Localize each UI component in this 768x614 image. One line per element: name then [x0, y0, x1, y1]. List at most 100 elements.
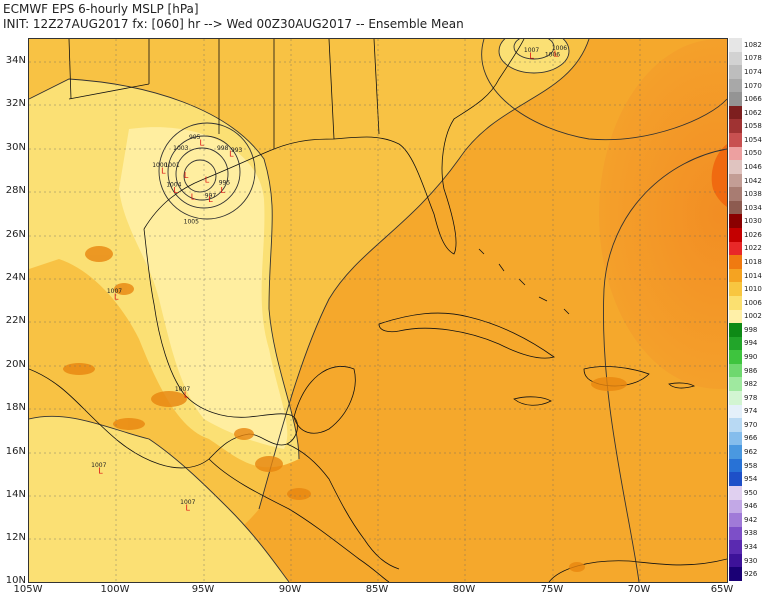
lat-tick: 24N	[5, 272, 26, 283]
legend-level: 1058	[744, 122, 762, 131]
legend-swatch	[729, 255, 742, 270]
legend-level: 1078	[744, 54, 762, 63]
lon-tick: 85W	[365, 584, 389, 595]
lon-tick: 90W	[278, 584, 302, 595]
lon-tick: 75W	[540, 584, 564, 595]
map-title: ECMWF EPS 6-hourly MSLP [hPa]	[3, 2, 199, 16]
legend-level: 1038	[744, 190, 762, 199]
isobars	[29, 39, 727, 582]
legend-level: 978	[744, 393, 758, 402]
legend-level: 966	[744, 434, 758, 443]
legend-level: 1014	[744, 271, 762, 280]
isobar-label: 1005	[184, 219, 199, 226]
legend-swatch	[729, 513, 742, 528]
low-pressure-marker: L	[191, 193, 196, 202]
field-high	[599, 39, 727, 389]
lat-tick: 16N	[5, 446, 26, 457]
low-pressure-marker: L	[184, 390, 189, 399]
low-pressure-marker: L	[114, 293, 119, 302]
isobar-label: 1003	[173, 145, 188, 152]
legend-level: 946	[744, 502, 758, 511]
lat-tick: 22N	[5, 315, 26, 326]
legend-level: 954	[744, 475, 758, 484]
coastlines	[29, 39, 727, 582]
low-pressure-marker: L	[220, 186, 225, 195]
legend-level: 930	[744, 556, 758, 565]
pressure-map: 1007 1006 1006 995 1003 998 993 1000 1001 1004 997…	[28, 38, 728, 583]
legend-level: 1082	[744, 40, 762, 49]
legend-level: 1050	[744, 149, 762, 158]
lat-tick: 14N	[5, 489, 26, 500]
legend-level: 938	[744, 529, 758, 538]
legend-swatch	[729, 350, 742, 365]
legend-level: 1062	[744, 108, 762, 117]
legend-level: 1070	[744, 81, 762, 90]
legend-level: 1018	[744, 257, 762, 266]
legend-swatch	[729, 119, 742, 134]
legend-swatch	[729, 458, 742, 473]
legend-level: 950	[744, 488, 758, 497]
lon-tick: 100W	[100, 584, 130, 595]
legend-swatch	[729, 540, 742, 555]
legend-swatch	[729, 336, 742, 351]
legend-swatch	[729, 553, 742, 568]
color-legend: 1082 1078 1074 1070 1066 1062 1058 1054 1050 1046…	[729, 38, 768, 582]
isobar-label: 997	[205, 193, 217, 200]
lon-tick: 65W	[710, 584, 734, 595]
legend-level: 926	[744, 570, 758, 579]
legend-swatch	[729, 133, 742, 148]
legend-swatch	[729, 323, 742, 338]
map-subtitle: INIT: 12Z27AUG2017 fx: [060] hr --> Wed …	[3, 17, 464, 31]
legend-swatch	[729, 187, 742, 202]
legend-level: 1002	[744, 312, 762, 321]
legend-swatch	[729, 38, 742, 53]
legend-level: 1006	[744, 298, 762, 307]
isobar-label: 1006	[545, 51, 560, 58]
lon-tick: 80W	[452, 584, 476, 595]
legend-level: 1066	[744, 95, 762, 104]
isobar-label: 1007	[107, 288, 122, 295]
legend-level: 962	[744, 448, 758, 457]
legend-swatch	[729, 472, 742, 487]
field-pacific	[29, 416, 289, 582]
legend-level: 1054	[744, 135, 762, 144]
legend-swatch	[729, 214, 742, 229]
low-pressure-marker: L	[205, 175, 210, 184]
legend-swatch	[729, 526, 742, 541]
legend-swatch	[729, 567, 742, 582]
low-pressure-marker: L	[98, 466, 103, 475]
lat-tick: 12N	[5, 532, 26, 543]
legend-level: 1034	[744, 203, 762, 212]
low-pressure-marker: L	[554, 49, 559, 58]
legend-swatch	[729, 92, 742, 107]
legend-swatch	[729, 268, 742, 283]
field-1006-inner	[119, 127, 288, 449]
low-pressure-marker: L	[229, 149, 234, 158]
lon-tick: 95W	[191, 584, 215, 595]
legend-swatch	[729, 404, 742, 419]
low-pressure-marker: L	[529, 52, 534, 61]
legend-level: 1026	[744, 230, 762, 239]
isobar-label: 998	[217, 145, 229, 152]
lon-tick: 70W	[627, 584, 651, 595]
terrain	[63, 246, 627, 572]
legend-level: 934	[744, 543, 758, 552]
legend-swatch	[729, 65, 742, 80]
isobar-label: 1007	[91, 462, 106, 469]
legend-swatch	[729, 485, 742, 501]
isobar-label: 1004	[166, 182, 181, 189]
legend-swatch	[729, 228, 742, 243]
lat-tick: 20N	[5, 359, 26, 370]
legend-swatch	[729, 51, 742, 66]
legend-swatch	[729, 418, 742, 433]
legend-level: 942	[744, 515, 758, 524]
isobar-label: 1000	[152, 162, 167, 169]
isobar-label: 1007	[524, 47, 539, 54]
low-pressure-marker: L	[200, 138, 205, 147]
legend-swatch	[729, 445, 742, 460]
legend-level: 970	[744, 420, 758, 429]
field-1018	[711, 144, 727, 207]
legend-level: 982	[744, 380, 758, 389]
legend-swatch	[729, 173, 742, 188]
